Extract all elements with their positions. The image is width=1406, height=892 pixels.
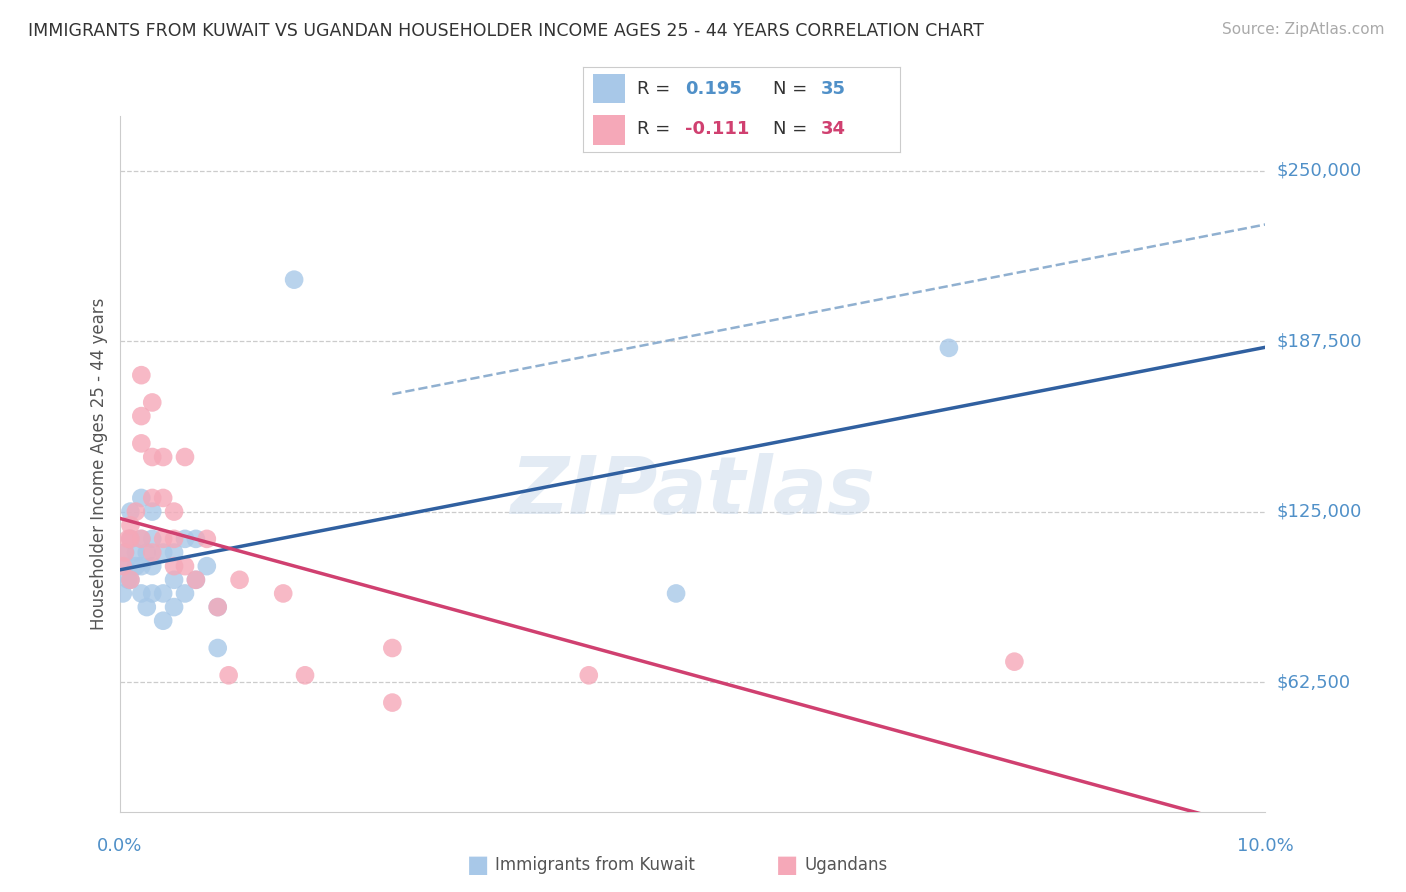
Point (125, 505, 148, 519)
Point (125, 545, 148, 559)
Point (163, 532, 186, 546)
Point (111, 559, 134, 574)
Point (163, 559, 186, 574)
Point (174, 532, 197, 546)
Point (141, 395, 163, 409)
Point (152, 450, 174, 464)
Point (131, 409, 153, 423)
Text: R =: R = (637, 79, 676, 97)
Point (117, 532, 139, 546)
Text: $250,000: $250,000 (1277, 161, 1362, 179)
Point (141, 491, 163, 505)
Point (218, 668, 240, 682)
Text: ■: ■ (776, 854, 799, 877)
Point (114, 545, 136, 559)
Point (294, 668, 316, 682)
Text: ■: ■ (467, 854, 489, 877)
Point (152, 586, 174, 600)
Point (120, 518, 142, 533)
Y-axis label: Householder Income Ages 25 - 44 years: Householder Income Ages 25 - 44 years (90, 298, 108, 630)
Point (141, 505, 163, 519)
Text: 0.195: 0.195 (685, 79, 741, 97)
Text: $125,000: $125,000 (1277, 502, 1362, 521)
Point (131, 491, 153, 505)
Point (938, 341, 960, 355)
Point (120, 532, 142, 546)
Point (120, 573, 142, 587)
Point (111, 586, 134, 600)
Point (163, 545, 186, 559)
Point (207, 600, 229, 615)
Point (174, 586, 197, 600)
Point (131, 436, 153, 450)
Point (174, 559, 197, 574)
Point (381, 696, 404, 710)
Point (141, 532, 163, 546)
Text: 0.0%: 0.0% (97, 837, 142, 855)
Point (114, 545, 136, 559)
Text: Source: ZipAtlas.com: Source: ZipAtlas.com (1222, 22, 1385, 37)
Point (135, 600, 157, 615)
Point (184, 573, 207, 587)
Point (184, 573, 207, 587)
Point (163, 600, 186, 615)
Point (152, 614, 174, 628)
Point (135, 545, 157, 559)
Point (195, 559, 218, 574)
Point (131, 532, 153, 546)
Point (283, 273, 305, 287)
Text: Immigrants from Kuwait: Immigrants from Kuwait (495, 856, 695, 874)
Text: $62,500: $62,500 (1277, 673, 1351, 691)
Text: 35: 35 (821, 79, 846, 97)
Point (381, 640, 404, 655)
Point (131, 532, 153, 546)
Text: 10.0%: 10.0% (1237, 837, 1294, 855)
Point (117, 573, 139, 587)
Text: N =: N = (773, 120, 813, 138)
Point (120, 532, 142, 546)
Text: -0.111: -0.111 (685, 120, 749, 138)
Point (114, 559, 136, 574)
Point (141, 559, 163, 574)
Point (207, 600, 229, 615)
Point (195, 532, 218, 546)
Point (184, 532, 207, 546)
Point (271, 586, 294, 600)
Point (174, 450, 197, 464)
Point (141, 545, 163, 559)
Point (125, 559, 148, 574)
Point (152, 491, 174, 505)
Point (152, 545, 174, 559)
Point (1002, 655, 1025, 669)
Text: 34: 34 (821, 120, 846, 138)
Text: N =: N = (773, 79, 813, 97)
Point (120, 573, 142, 587)
Point (141, 586, 163, 600)
Text: R =: R = (637, 120, 676, 138)
Point (141, 450, 163, 464)
Point (131, 368, 153, 383)
Point (131, 559, 153, 574)
Point (207, 640, 229, 655)
Point (665, 586, 688, 600)
Text: Ugandans: Ugandans (804, 856, 887, 874)
Point (120, 505, 142, 519)
Text: $187,500: $187,500 (1277, 332, 1362, 350)
Text: IMMIGRANTS FROM KUWAIT VS UGANDAN HOUSEHOLDER INCOME AGES 25 - 44 YEARS CORRELAT: IMMIGRANTS FROM KUWAIT VS UGANDAN HOUSEH… (28, 22, 984, 40)
Point (228, 573, 250, 587)
Point (578, 668, 600, 682)
FancyBboxPatch shape (593, 115, 624, 145)
Point (131, 586, 153, 600)
Point (163, 573, 186, 587)
Point (163, 505, 186, 519)
Text: ZIPatlas: ZIPatlas (510, 452, 875, 531)
Point (152, 532, 174, 546)
FancyBboxPatch shape (593, 74, 624, 103)
